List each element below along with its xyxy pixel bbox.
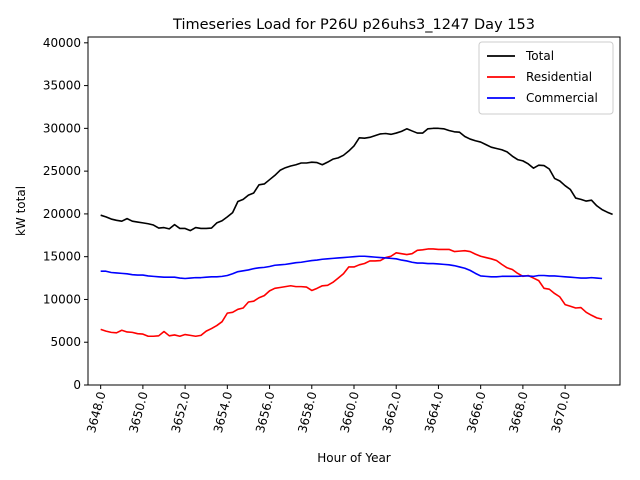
x-tick-label: 3668.0 (506, 390, 530, 434)
chart-title: Timeseries Load for P26U p26uhs3_1247 Da… (172, 17, 535, 33)
legend: Total Residential Commercial (478, 41, 614, 115)
y-tick-label: 40000 (43, 36, 81, 50)
x-tick-label: 3652.0 (169, 390, 193, 434)
legend-label-total: Total (525, 49, 554, 63)
legend-label-residential: Residential (526, 70, 592, 84)
y-axis-label: kW total (14, 186, 28, 236)
x-tick-label: 3670.0 (549, 390, 573, 434)
x-tick-label: 3656.0 (253, 390, 277, 434)
series-line-residential (100, 248, 603, 338)
legend-label-commercial: Commercial (526, 91, 598, 105)
y-tick-label: 5000 (50, 335, 81, 349)
y-tick-label: 30000 (43, 121, 81, 135)
series-line-commercial (100, 255, 603, 280)
x-tick-label: 3658.0 (295, 390, 319, 434)
x-tick-label: 3648.0 (84, 390, 108, 434)
y-tick-label: 0 (73, 378, 81, 392)
x-tick-label: 3650.0 (126, 390, 150, 434)
x-axis-label: Hour of Year (317, 451, 391, 465)
x-tick-label: 3666.0 (464, 390, 488, 434)
y-axis: 0 5000 10000 15000 20000 25000 30000 35000 40000 (43, 36, 88, 392)
x-tick-label: 3662.0 (380, 390, 404, 434)
series-layer (100, 127, 613, 338)
x-tick-label: 3664.0 (422, 390, 446, 434)
series-line-total (100, 127, 613, 232)
y-tick-label: 20000 (43, 207, 81, 221)
y-tick-label: 10000 (43, 292, 81, 306)
x-tick-label: 3654.0 (211, 390, 235, 434)
y-tick-label: 35000 (43, 79, 81, 93)
x-axis: 3648.0 3650.0 3652.0 3654.0 3656.0 3658.0 3660… (84, 385, 573, 434)
x-tick-label: 3660.0 (338, 390, 362, 434)
y-tick-label: 25000 (43, 164, 81, 178)
y-tick-label: 15000 (43, 250, 81, 264)
legend-frame (478, 41, 614, 115)
